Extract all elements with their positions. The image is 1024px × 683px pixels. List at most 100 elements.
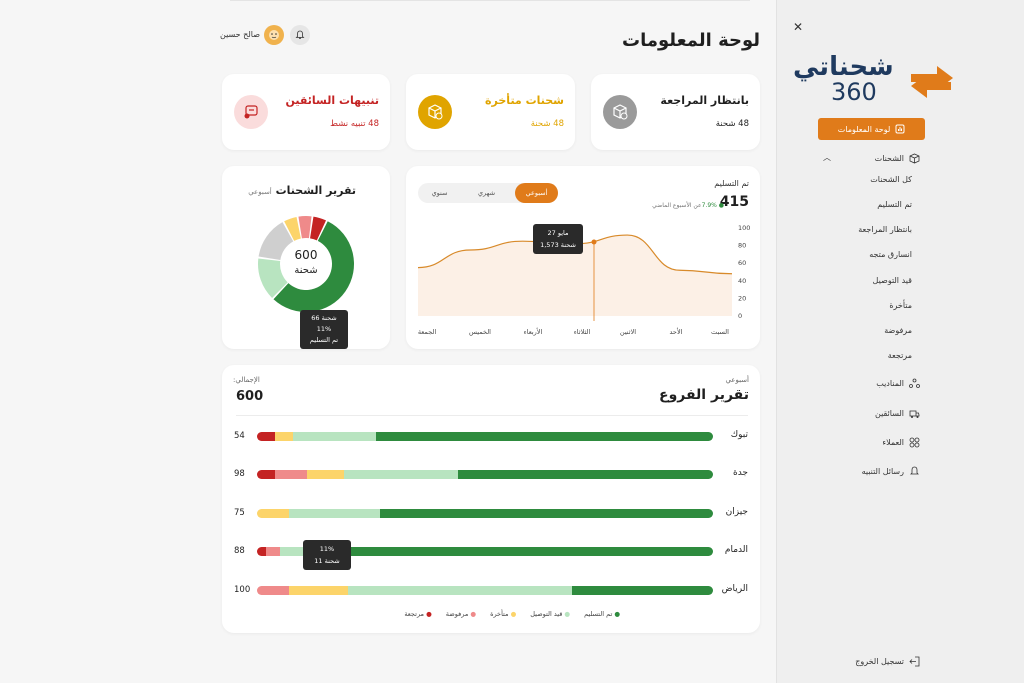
y-tick-label: 100 bbox=[738, 224, 750, 232]
legend-late: ● متأخرة bbox=[490, 610, 517, 618]
branches-legend: ● تم التسليم ● قيد التوصيل ● متأخرة ● مر… bbox=[310, 610, 620, 618]
nav-customers[interactable]: العملاء bbox=[882, 437, 920, 448]
grid-circles-icon bbox=[909, 437, 920, 448]
legend-label: مرتجعة bbox=[404, 610, 425, 618]
nav-sub-item[interactable]: كل الشحنات bbox=[870, 175, 912, 184]
nav-sub-item[interactable]: مرفوضة bbox=[884, 326, 912, 335]
bar-segment[interactable] bbox=[275, 470, 308, 479]
nav-sub-item[interactable]: بانتظار المراجعة bbox=[858, 225, 912, 234]
bar-segment[interactable] bbox=[343, 470, 458, 479]
bell-icon bbox=[295, 30, 305, 39]
bar-segment[interactable] bbox=[257, 586, 289, 595]
tab-monthly[interactable]: شهري bbox=[477, 189, 496, 197]
series-area bbox=[418, 235, 732, 316]
legend-label: تم التسليم bbox=[584, 610, 613, 618]
stat-title: تنبيهات السائقين bbox=[285, 94, 379, 107]
bar-segment[interactable] bbox=[257, 509, 289, 518]
bar-segment[interactable] bbox=[307, 470, 344, 479]
truck-icon bbox=[909, 410, 920, 418]
stat-value: 48 تنبيه نشط bbox=[330, 119, 379, 129]
nav-shipments[interactable]: الشحنات bbox=[875, 153, 920, 164]
bar-segment[interactable] bbox=[288, 509, 381, 518]
branch-value: 54 bbox=[234, 431, 245, 441]
delivered-chart-card: تم التسليم 415 ● 7.9%عن الأسبوع الماضي أ… bbox=[406, 166, 760, 349]
branch-bar[interactable] bbox=[257, 586, 713, 595]
bar-segment[interactable] bbox=[457, 470, 713, 479]
chevron-up-icon[interactable]: ︿ bbox=[823, 153, 831, 162]
branch-bar[interactable] bbox=[257, 547, 713, 556]
legend-label: مرفوضة bbox=[445, 610, 469, 618]
legend-rejected: ● مرفوضة bbox=[445, 610, 477, 618]
users-network-icon bbox=[909, 378, 920, 388]
nav-sub-item[interactable]: مرتجعة bbox=[887, 351, 912, 360]
bar-segment[interactable] bbox=[375, 432, 713, 441]
y-tick-label: 0 bbox=[738, 312, 742, 320]
bar-segment[interactable] bbox=[266, 547, 280, 556]
nav-sub-item[interactable]: متأخرة bbox=[889, 301, 912, 310]
chart-icon bbox=[895, 124, 905, 134]
branch-bar[interactable] bbox=[257, 432, 713, 441]
y-tick-label: 20 bbox=[738, 294, 746, 302]
donut-slice-returned[interactable] bbox=[310, 216, 327, 241]
branch-name: جيزان bbox=[725, 507, 748, 517]
branch-bar[interactable] bbox=[257, 509, 713, 518]
stat-card-late[interactable]: شحنات متأخرة 48 شحنة bbox=[406, 74, 575, 150]
donut-slice-in-delivery[interactable] bbox=[258, 258, 288, 298]
legend-returned: ● مرتجعة bbox=[404, 610, 432, 618]
bar-segment[interactable] bbox=[279, 547, 303, 556]
tooltip-count: 66 شحنة bbox=[311, 314, 337, 322]
nav-drivers[interactable]: السائقين bbox=[875, 408, 920, 419]
bar-segment[interactable] bbox=[288, 586, 349, 595]
branches-period: أسبوعي bbox=[725, 376, 749, 384]
logout-button[interactable]: تسجيل الخروج bbox=[855, 656, 920, 667]
stat-title: بانتظار المراجعة bbox=[660, 94, 749, 107]
sidebar: ✕ شحناتي 360 لوحة المعلومات الشحنات ︿ كل… bbox=[776, 0, 1024, 683]
close-icon[interactable]: ✕ bbox=[793, 20, 804, 34]
logo: شحناتي 360 bbox=[791, 52, 961, 112]
branch-bar[interactable] bbox=[257, 470, 713, 479]
stat-card-driver-alerts[interactable]: تنبيهات السائقين 48 تنبيه نشط bbox=[222, 74, 390, 150]
nav-label: تسجيل الخروج bbox=[855, 657, 904, 666]
bar-segment[interactable] bbox=[571, 586, 713, 595]
bar-segment[interactable] bbox=[257, 547, 267, 556]
box-icon bbox=[909, 153, 920, 164]
nav-dashboard[interactable]: لوحة المعلومات bbox=[818, 118, 925, 140]
branch-value: 98 bbox=[234, 469, 245, 479]
stat-title: شحنات متأخرة bbox=[485, 94, 564, 107]
nav-sub-item[interactable]: تم التسليم bbox=[877, 200, 912, 209]
x-tick-label: الثلاثاء bbox=[574, 328, 591, 336]
nav-sub-item[interactable]: انسارق متجه bbox=[869, 250, 912, 259]
stat-card-pending[interactable]: بانتظار المراجعة 48 شحنة bbox=[591, 74, 760, 150]
box-clock-icon bbox=[603, 95, 637, 129]
donut-slice-other[interactable] bbox=[258, 222, 294, 260]
delivered-line-chart: 100 80 60 40 20 0 السبت الأحد الاثنين الثلاثاء ال… bbox=[418, 224, 751, 336]
bar-segment[interactable] bbox=[275, 432, 294, 441]
donut-slice-delivered[interactable] bbox=[273, 221, 354, 312]
x-tick-label: الأربعاء bbox=[524, 327, 543, 336]
bar-segment[interactable] bbox=[302, 547, 713, 556]
bar-segment[interactable] bbox=[348, 586, 572, 595]
branches-title: تقرير الفروع bbox=[659, 387, 749, 403]
donut-center-label: شحنة bbox=[294, 265, 318, 276]
nav-label: العملاء bbox=[882, 438, 904, 447]
bar-segment[interactable] bbox=[293, 432, 376, 441]
branch-name: تبوك bbox=[730, 430, 748, 440]
nav-sub-item[interactable]: قيد التوصيل bbox=[872, 276, 912, 285]
bar-segment[interactable] bbox=[257, 470, 276, 479]
avatar[interactable] bbox=[264, 25, 284, 45]
donut-slice-rejected[interactable] bbox=[298, 216, 312, 239]
tab-weekly[interactable]: أسبوعي bbox=[515, 183, 558, 203]
donut-slice-late[interactable] bbox=[284, 216, 301, 241]
tab-yearly[interactable]: سنوي bbox=[431, 189, 448, 197]
logo-number: 360 bbox=[831, 78, 877, 106]
notification-button[interactable] bbox=[290, 25, 310, 45]
nav-label: المناديب bbox=[876, 379, 904, 388]
bar-segment[interactable] bbox=[257, 432, 276, 441]
shipments-report-card: تقرير الشحنات أسبوعي 600 شحنة 66 شحنة 11… bbox=[222, 166, 390, 349]
user-name: صالح حسين bbox=[220, 30, 260, 39]
nav-alert-messages[interactable]: رسائل التنبيه bbox=[862, 466, 920, 477]
bar-segment[interactable] bbox=[380, 509, 713, 518]
nav-delegates[interactable]: المناديب bbox=[876, 378, 920, 389]
x-tick-label: السبت bbox=[711, 328, 729, 336]
tooltip-count: 11 شحنة bbox=[314, 557, 340, 565]
